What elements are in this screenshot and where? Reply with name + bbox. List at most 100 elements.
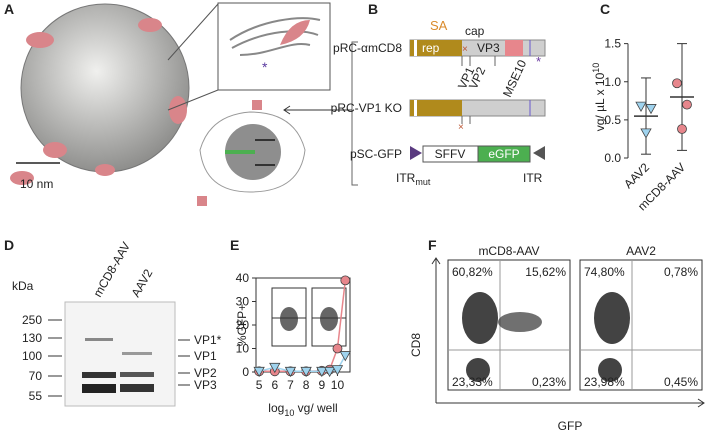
plot-title: mCD8-AAV — [478, 244, 539, 258]
inset-cloud — [280, 307, 298, 331]
label-post: vg/ well — [294, 401, 337, 415]
construct-label: pSC-GFP — [350, 147, 402, 161]
lane-label: mCD8-AAV — [90, 240, 133, 300]
vp3-label: VP3 — [477, 41, 500, 55]
x-tick-label: 6 — [271, 378, 278, 392]
marker-label: 130 — [22, 331, 42, 345]
inset-plots — [271, 287, 347, 347]
point — [682, 99, 692, 110]
y-tick-label: 30 — [236, 295, 250, 309]
y-axis-label: CD8 — [409, 333, 423, 357]
quadrant-value: 23,98% — [584, 375, 625, 389]
vector-cartoon — [197, 100, 306, 206]
quadrant-value: 0,78% — [664, 265, 698, 279]
quadrant-value: 23,33% — [452, 375, 493, 389]
marker-label: 100 — [22, 349, 42, 363]
sa-label: SA — [430, 18, 448, 33]
svg-text:*: * — [262, 59, 268, 75]
y-tick-label: 40 — [236, 271, 250, 285]
point — [253, 366, 265, 378]
axes — [431, 257, 705, 408]
band-label: VP2 — [194, 366, 217, 380]
arrow — [283, 105, 352, 115]
marker-label: 250 — [22, 313, 42, 327]
construct-label: pRC-VP1 KO — [331, 101, 402, 115]
scale-label: 10 nm — [20, 177, 53, 191]
inset-cloud — [320, 307, 338, 331]
quadrant-value: 0,23% — [532, 375, 566, 389]
y-tick-label: 1.5 — [604, 37, 621, 51]
point — [269, 362, 281, 374]
y-tick-label: 20 — [236, 318, 250, 332]
panel-letter: A — [4, 1, 14, 17]
x-tick-label: 8 — [303, 378, 310, 392]
panel-letter: C — [600, 1, 610, 17]
cell-cloud — [594, 292, 630, 344]
band-label: VP1 — [194, 349, 217, 363]
mse10-label: MSE10 — [500, 57, 529, 99]
svg-text:×: × — [458, 122, 464, 133]
point — [677, 124, 687, 134]
point — [645, 104, 657, 115]
itr-mut-label: ITRmut — [396, 171, 431, 187]
marker-label: 70 — [29, 369, 43, 383]
x-tick-label: 9 — [318, 378, 325, 392]
bracket — [351, 41, 358, 186]
x-axis-label: log10 vg/ well — [268, 401, 337, 418]
panel-letter: B — [368, 1, 378, 17]
point — [672, 78, 682, 89]
construct-3 — [410, 145, 545, 163]
quadrant-value: 60,82% — [452, 265, 493, 279]
point — [323, 366, 336, 378]
inset: * — [167, 2, 331, 111]
svg-text:*: * — [536, 54, 541, 69]
y-axis-label: vg/ µL x 1010 — [591, 63, 607, 132]
construct-2: × — [409, 99, 546, 133]
rep-label: rep — [422, 41, 440, 55]
marker-label: 55 — [29, 389, 43, 403]
construct-1: × * — [409, 39, 546, 69]
x-tick-label: 5 — [256, 378, 263, 392]
x-tick-label: AAV2 — [621, 160, 652, 191]
point — [635, 101, 647, 112]
gel-bands — [82, 338, 154, 393]
cap-label: cap — [465, 24, 485, 38]
panel-letter: F — [428, 237, 437, 253]
point — [284, 366, 297, 378]
itr-sub: mut — [415, 177, 431, 187]
cell-cloud — [498, 312, 542, 332]
itr-base: ITR — [396, 171, 416, 185]
point — [331, 365, 344, 376]
band-label: VP1* — [194, 333, 222, 347]
panel-letter: D — [4, 237, 14, 253]
construct-label: pRC-αmCD8 — [333, 41, 402, 55]
panel-letter: E — [230, 237, 239, 253]
sffv-label: SFFV — [435, 147, 466, 161]
label-pre: log — [268, 401, 284, 415]
label-base: vg/ µL x 10 — [593, 72, 607, 131]
quadrant-value: 0,45% — [664, 375, 698, 389]
y-tick-label: 0 — [242, 365, 249, 379]
point — [340, 275, 351, 286]
y-tick-label: 0.0 — [604, 151, 621, 165]
y-tick-label: 1.0 — [604, 75, 621, 89]
svg-text:×: × — [462, 44, 468, 55]
egfp-label: eGFP — [488, 147, 519, 161]
y-axis-label: %GFP+ — [235, 304, 249, 346]
point — [339, 351, 351, 362]
point — [640, 128, 652, 139]
capsid — [10, 3, 190, 185]
point — [332, 343, 343, 354]
y-tick-label: 10 — [236, 342, 250, 356]
unit-label: kDa — [12, 279, 34, 293]
cell-cloud — [462, 292, 498, 344]
label-sub: 10 — [284, 408, 294, 418]
point — [300, 366, 312, 378]
x-axis-label: GFP — [558, 419, 583, 433]
plot-title: AAV2 — [626, 244, 656, 258]
cell-cloud — [598, 358, 622, 382]
label-exp: 10 — [591, 63, 601, 73]
band-label: VP3 — [194, 378, 217, 392]
x-tick-label: 7 — [287, 378, 294, 392]
